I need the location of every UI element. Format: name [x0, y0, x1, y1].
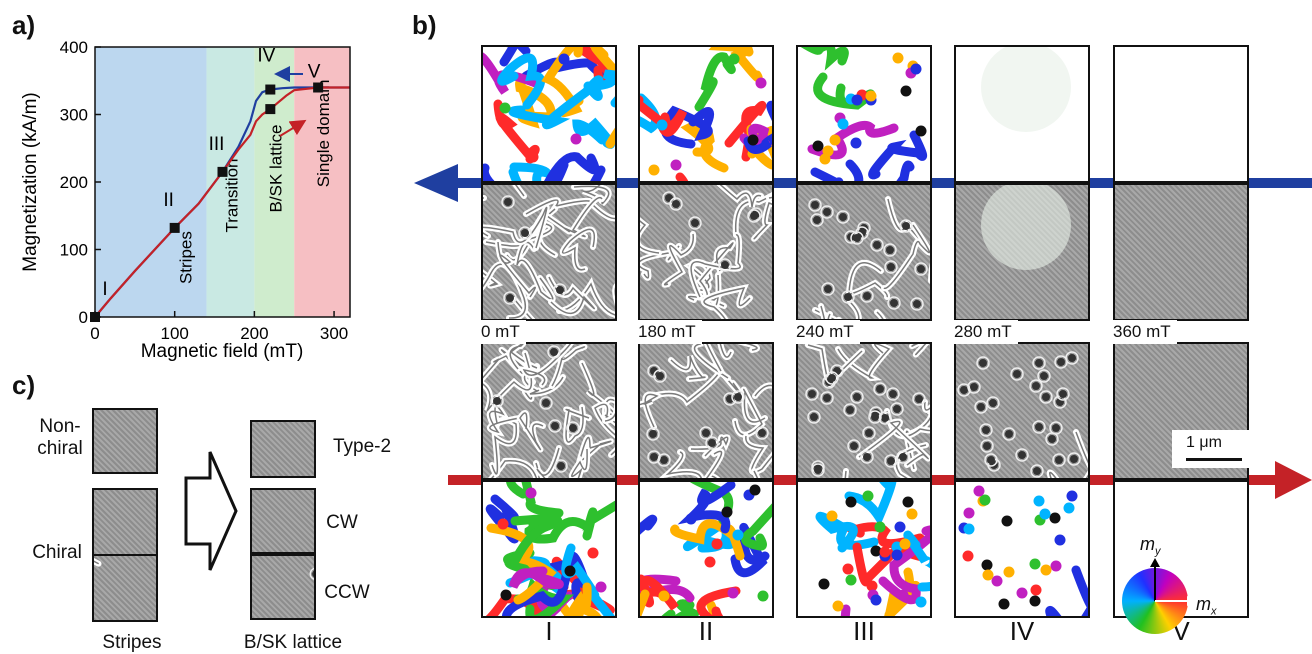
cw-label: CW	[326, 512, 358, 533]
color-map-decreasing-0	[481, 45, 617, 183]
color-map-decreasing-1	[638, 45, 774, 183]
data-point-5	[313, 82, 324, 93]
lorentz-image-decreasing-0	[481, 183, 617, 321]
point-label-1: II	[163, 190, 174, 211]
field-label-1: 180 mT	[632, 320, 702, 344]
color-map-decreasing-3	[954, 45, 1090, 183]
color-map-increasing-2	[796, 480, 932, 618]
lorentz-image-increasing-0	[481, 342, 617, 480]
state-label-0: I	[545, 616, 553, 646]
data-point-4	[265, 104, 276, 115]
nonchiral-label: Non- chiral	[37, 416, 83, 459]
state-label-2: III	[853, 616, 875, 646]
chiral-stripe-image-2	[92, 554, 158, 622]
x-tick-3: 300	[320, 324, 348, 343]
field-label-3: 280 mT	[948, 320, 1018, 344]
ccw-label: CCW	[324, 582, 370, 603]
color-map-increasing-1	[638, 480, 774, 618]
lorentz-image-decreasing-1	[638, 183, 774, 321]
lorentz-image-increasing-3	[954, 342, 1090, 480]
region-0	[95, 47, 207, 317]
transition-arrow-icon	[184, 451, 238, 571]
scale-bar-line	[1186, 458, 1242, 461]
decreasing-field-arrowhead	[414, 164, 458, 202]
y-tick-3: 300	[60, 106, 88, 125]
color-wheel-axes	[1150, 558, 1196, 606]
region-label-2: B/SK lattice	[266, 125, 285, 213]
mx-label: mx	[1196, 594, 1217, 618]
series-line-1	[94, 86, 350, 318]
cw-bubble-image	[250, 488, 316, 554]
field-label-4: 360 mT	[1107, 320, 1177, 344]
lorentz-image-decreasing-4	[1113, 183, 1249, 321]
field-label-2: 240 mT	[790, 320, 860, 344]
increasing-field-arrowhead	[1275, 461, 1312, 499]
data-point-2	[217, 166, 228, 177]
x-tick-1: 100	[161, 324, 189, 343]
y-tick-2: 200	[60, 173, 88, 192]
color-map-increasing-3	[954, 480, 1090, 618]
increasing-arrow	[279, 119, 307, 137]
state-label-3: IV	[1009, 616, 1035, 646]
type2-bubble-image	[250, 420, 316, 478]
point-label-2: III	[209, 134, 225, 155]
field-label-0: 0 mT	[475, 320, 526, 344]
lorentz-image-decreasing-3	[954, 183, 1090, 321]
nonchiral-stripe-image	[92, 408, 158, 474]
color-map-increasing-0	[481, 480, 617, 618]
y-tick-4: 400	[60, 38, 88, 57]
region-label-1: Transition	[222, 158, 241, 232]
ccw-bubble-image	[250, 554, 316, 620]
stripes-caption: Stripes	[102, 632, 162, 653]
my-label: my	[1140, 534, 1161, 558]
state-label-1: II	[698, 616, 714, 646]
panel-label-c: c)	[12, 370, 36, 400]
panel-label-a: a)	[12, 10, 36, 40]
color-map-decreasing-2	[796, 45, 932, 183]
data-point-3	[265, 84, 276, 95]
y-tick-1: 100	[60, 241, 88, 260]
point-label-3: IV	[257, 46, 275, 67]
panel-label-b: b)	[412, 10, 437, 40]
region-label-0: Stripes	[176, 231, 195, 284]
type2-label: Type-2	[332, 436, 392, 457]
y-tick-0: 0	[79, 308, 88, 327]
point-label-0: I	[102, 279, 107, 300]
point-label-5: V	[308, 62, 321, 83]
chiral-stripe-image-1	[92, 488, 158, 556]
x-tick-0: 0	[90, 324, 99, 343]
data-point-1	[169, 222, 180, 233]
scale-bar: 1 μm	[1172, 430, 1252, 468]
lorentz-image-decreasing-2	[796, 183, 932, 321]
lorentz-image-increasing-2	[796, 342, 932, 480]
magnetization-chart: Stripes Transition B/SK lattice Single doma…	[20, 38, 351, 362]
x-tick-2: 200	[240, 324, 268, 343]
lorentz-image-increasing-1	[638, 342, 774, 480]
region-label-3: Single domain	[314, 80, 333, 188]
y-axis-label: Magnetization (kA/m)	[20, 92, 41, 272]
color-map-decreasing-4	[1113, 45, 1249, 183]
scale-bar-label: 1 μm	[1186, 434, 1222, 451]
chiral-label: Chiral	[32, 542, 82, 563]
lattice-caption: B/SK lattice	[243, 632, 343, 653]
x-axis-label: Magnetic field (mT)	[141, 341, 304, 362]
